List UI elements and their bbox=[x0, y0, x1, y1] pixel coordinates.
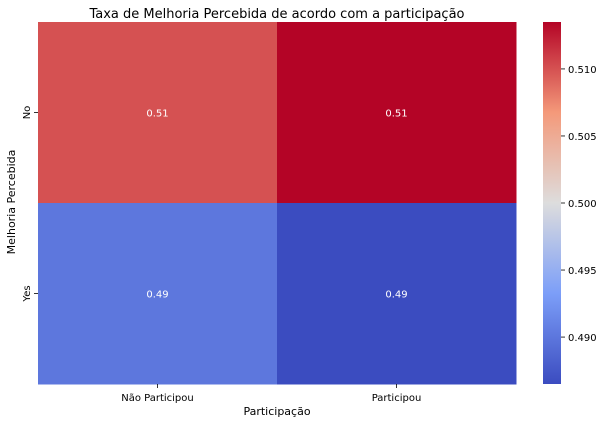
colorbar-tick-label: 0.490 bbox=[568, 333, 597, 344]
cell-annotations: 0.51 0.51 0.49 0.49 bbox=[146, 109, 407, 301]
y-axis-label: Melhoria Percebida bbox=[5, 150, 18, 255]
x-axis-ticks: Não Participou Participou bbox=[121, 384, 421, 404]
heatmap-cell bbox=[38, 203, 278, 385]
cell-annotation: 0.49 bbox=[146, 290, 168, 301]
colorbar-gradient bbox=[543, 22, 561, 384]
colorbar-tick-label: 0.495 bbox=[568, 266, 597, 277]
y-tick-label: No bbox=[22, 106, 33, 120]
x-tick-label: Não Participou bbox=[121, 393, 194, 404]
heatmap-cell bbox=[277, 22, 517, 204]
y-axis-ticks: No Yes bbox=[22, 106, 38, 303]
cell-annotation: 0.49 bbox=[385, 290, 407, 301]
colorbar-ticks: 0.490 0.495 0.500 0.505 0.510 bbox=[561, 65, 597, 344]
colorbar: 0.490 0.495 0.500 0.505 0.510 bbox=[543, 22, 597, 384]
chart-title: Taxa de Melhoria Percebida de acordo com… bbox=[88, 7, 464, 22]
heatmap-cells bbox=[38, 22, 517, 385]
x-axis-label: Participação bbox=[243, 405, 310, 418]
y-tick-label: Yes bbox=[22, 285, 33, 302]
heatmap-cell bbox=[277, 203, 517, 385]
cell-annotation: 0.51 bbox=[146, 109, 168, 120]
colorbar-tick-label: 0.505 bbox=[568, 132, 597, 143]
cell-annotation: 0.51 bbox=[385, 109, 407, 120]
colorbar-tick-label: 0.500 bbox=[568, 199, 597, 210]
heatmap-cell bbox=[38, 22, 278, 204]
colorbar-tick-label: 0.510 bbox=[568, 65, 597, 76]
x-tick-label: Participou bbox=[372, 393, 422, 404]
